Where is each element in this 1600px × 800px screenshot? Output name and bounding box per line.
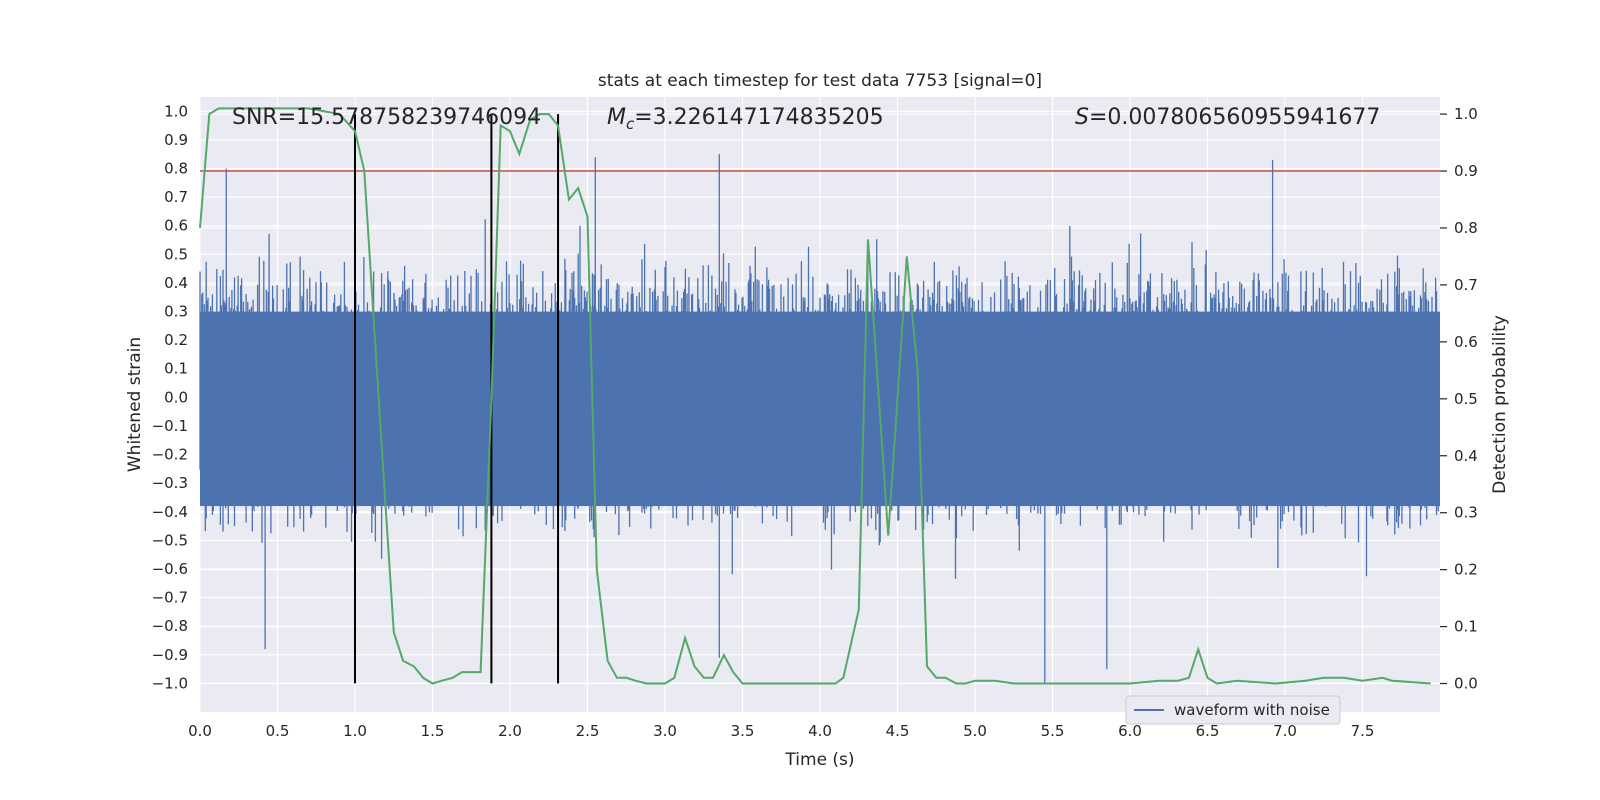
overlay-lines <box>199 107 1440 685</box>
y-tick-label-left: −1.0 <box>152 674 188 692</box>
legend-label-waveform: waveform with noise <box>1174 701 1330 719</box>
y-axis-label-right: Detection probability <box>1490 315 1510 494</box>
y-tick-label-left: −0.8 <box>152 617 188 635</box>
y-tick-label-right: 0.0 <box>1454 675 1478 693</box>
y-tick-label-right: 0.3 <box>1454 504 1478 522</box>
y-tick-label-left: 0.9 <box>164 131 188 149</box>
chirp-mass-annotation: Mc=3.226147174835205 <box>607 105 884 133</box>
x-tick-label: 1.0 <box>343 722 367 740</box>
y-tick-label-left: 0.3 <box>164 303 188 321</box>
chirp-mass-value: =3.226147174835205 <box>634 105 883 130</box>
y-tick-label-left: 0.1 <box>164 360 188 378</box>
x-tick-label: 1.5 <box>421 722 445 740</box>
y-tick-label-left: −0.1 <box>152 417 188 435</box>
y-tick-label-left: −0.4 <box>152 503 188 521</box>
x-tick-label: 5.5 <box>1041 722 1065 740</box>
y-tick-label-left: −0.9 <box>152 646 188 664</box>
y-tick-label-right: 0.1 <box>1454 618 1478 636</box>
snr-annotation: SNR=15.578758239746094 <box>232 105 541 130</box>
chart-title: stats at each timestep for test data 775… <box>598 71 1042 91</box>
x-tick-label: 2.5 <box>576 722 600 740</box>
y-tick-label-right: 0.5 <box>1454 390 1478 408</box>
y-tick-label-left: −0.3 <box>152 474 188 492</box>
y-tick-label-left: 0.5 <box>164 245 188 263</box>
x-tick-label: 4.5 <box>886 722 910 740</box>
x-tick-label: 5.0 <box>963 722 987 740</box>
x-tick-label: 6.0 <box>1118 722 1142 740</box>
x-tick-label: 2.0 <box>498 722 522 740</box>
y-tick-label-right: 0.2 <box>1454 561 1478 579</box>
x-tick-label: 7.0 <box>1273 722 1297 740</box>
y-tick-label-left: −0.5 <box>152 531 188 549</box>
detection-probability-line <box>199 107 1431 685</box>
y-tick-label-left: 0.8 <box>164 160 188 178</box>
axis-ticks: 0.0 0.5 1.0 1.5 2.0 2.5 3.0 3.5 4.0 4.5 5.0 5.5 6.0 6… <box>152 102 1478 740</box>
x-axis-label: Time (s) <box>784 750 854 770</box>
y-tick-label-left: 0.7 <box>164 188 188 206</box>
waveform-series <box>199 154 1440 684</box>
x-tick-label: 0.5 <box>266 722 290 740</box>
chirp-mass-symbol: M <box>607 105 626 130</box>
waveform-line <box>199 154 1440 684</box>
y-tick-label-right: 0.9 <box>1454 162 1478 180</box>
chirp-mass-subscript: c <box>626 115 635 133</box>
s-symbol: S <box>1075 105 1089 130</box>
x-tick-label: 3.0 <box>653 722 677 740</box>
y-tick-label-left: −0.7 <box>152 589 188 607</box>
y-axis-label-left: Whitened strain <box>125 337 145 472</box>
y-tick-label-right: 0.6 <box>1454 333 1478 351</box>
y-tick-label-left: 0.2 <box>164 331 188 349</box>
y-tick-label-left: 0.4 <box>164 274 188 292</box>
y-tick-label-right: 0.4 <box>1454 447 1478 465</box>
s-value: =0.007806560955941677 <box>1089 105 1380 130</box>
y-tick-label-left: −0.6 <box>152 560 188 578</box>
y-tick-label-left: 0.6 <box>164 217 188 235</box>
legend: waveform with noise <box>1125 695 1341 725</box>
x-tick-label: 7.5 <box>1351 722 1375 740</box>
s-annotation: S=0.007806560955941677 <box>1075 105 1380 130</box>
x-tick-label: 4.0 <box>808 722 832 740</box>
y-tick-label-left: −0.2 <box>152 446 188 464</box>
y-tick-label-left: 1.0 <box>164 102 188 120</box>
y-tick-label-left: 0.0 <box>164 388 188 406</box>
x-tick-label: 3.5 <box>731 722 755 740</box>
x-tick-label: 6.5 <box>1196 722 1220 740</box>
y-tick-label-right: 1.0 <box>1454 105 1478 123</box>
x-tick-label: 0.0 <box>188 722 212 740</box>
y-tick-label-right: 0.8 <box>1454 219 1478 237</box>
y-tick-label-right: 0.7 <box>1454 276 1478 294</box>
legend-box <box>1125 695 1341 725</box>
